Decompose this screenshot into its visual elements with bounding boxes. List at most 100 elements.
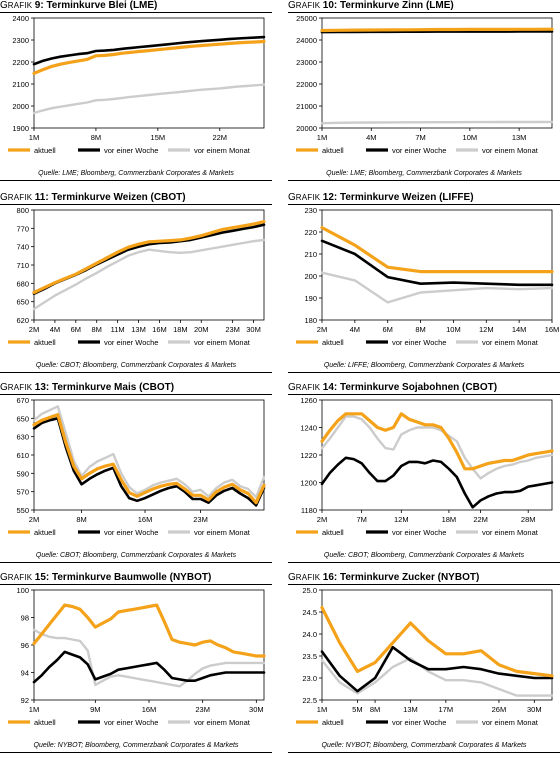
chart-panel-13: GRAFIK 13: Terminkurve Mais (CBOT) 550 570…	[0, 382, 272, 570]
x-tick-label: 6M	[71, 325, 81, 334]
source-note: Quelle: CBOT; Bloomberg, Commerzbank Cor…	[35, 552, 237, 559]
chart-title: GRAFIK 11: Terminkurve Weizen (CBOT)	[0, 192, 186, 203]
chart-panel-15: GRAFIK 15: Terminkurve Baumwolle (NYBOT)…	[0, 572, 272, 760]
legend-label: aktuell	[322, 338, 344, 347]
chart-panel-10: GRAFIK 10: Terminkurve Zinn (LME) 20000 21…	[288, 0, 560, 188]
x-tick-label: 30M	[246, 325, 261, 334]
series-line-woche	[32, 223, 266, 295]
y-tick-label: 230	[304, 206, 317, 215]
y-tick-label: 220	[304, 228, 317, 237]
y-tick-label: 650	[16, 298, 29, 307]
legend-label: aktuell	[34, 528, 56, 537]
y-tick-label: 590	[16, 469, 29, 478]
y-tick-label: 800	[16, 206, 29, 215]
title-rule	[0, 12, 272, 13]
chart-title: GRAFIK 12: Terminkurve Weizen (LIFFE)	[288, 192, 474, 203]
series-line-woche	[320, 239, 554, 287]
x-tick-label: 8M	[415, 325, 425, 334]
y-tick-label: 180	[304, 316, 317, 325]
series-line-aktuell	[32, 220, 266, 295]
x-tick-label: 26M	[492, 705, 507, 714]
legend-label: vor einem Monat	[194, 338, 251, 347]
x-tick-label: 22M	[473, 515, 488, 524]
line-chart: 1180 1200 1220 1240 1260 2M 7M 12M 18M 22M 28M aktu…	[296, 396, 554, 537]
x-tick-label: 16M	[545, 325, 560, 334]
x-tick-label: 8M	[91, 133, 101, 142]
x-tick-label: 6M	[383, 325, 393, 334]
bottom-rule	[0, 372, 272, 373]
source-note: Quelle: NYBOT; Bloomberg, Commerzbank Co…	[33, 742, 239, 749]
x-tick-label: 7M	[415, 133, 425, 142]
x-tick-label: 2M	[29, 515, 39, 524]
x-tick-label: 12M	[479, 325, 494, 334]
legend-label: aktuell	[34, 338, 56, 347]
y-tick-label: 20000	[296, 124, 317, 133]
y-tick-label: 1200	[300, 479, 317, 488]
y-tick-label: 1240	[300, 424, 317, 433]
legend-label: vor einem Monat	[482, 146, 539, 155]
legend-label: aktuell	[322, 146, 344, 155]
x-tick-label: 18M	[173, 325, 188, 334]
series-line-monat	[32, 628, 266, 688]
series-line-monat	[32, 83, 266, 115]
legend-label: vor einer Woche	[392, 528, 446, 537]
x-tick-label: 4M	[350, 325, 360, 334]
series-line-aktuell	[320, 226, 554, 274]
y-tick-label: 770	[16, 224, 29, 233]
y-tick-label: 2000	[12, 102, 29, 111]
x-tick-label: 8M	[92, 325, 102, 334]
chart-panel-9: GRAFIK 9: Terminkurve Blei (LME) 1900 2000…	[0, 0, 272, 188]
title-rule	[288, 12, 560, 13]
legend-label: vor einer Woche	[392, 338, 446, 347]
x-tick-label: 11M	[111, 325, 125, 334]
series-line-monat	[320, 120, 554, 125]
legend-label: aktuell	[322, 718, 344, 727]
source-note: Quelle: LIFFE; Bloomberg, Commerzbank Co…	[323, 362, 525, 369]
series-line-monat	[320, 415, 554, 480]
x-tick-label: 2M	[317, 325, 327, 334]
chart-title: GRAFIK 9: Terminkurve Blei (LME)	[0, 0, 158, 11]
series-line-woche	[32, 35, 266, 66]
series-line-woche	[32, 650, 266, 684]
x-tick-label: 16M	[152, 325, 167, 334]
series-line-woche	[320, 30, 554, 34]
line-chart: 550 570 590 610 630 650 670 2M 8M 16M 23M aktuell vo…	[8, 396, 266, 537]
bottom-rule	[288, 180, 560, 181]
x-tick-label: 14M	[512, 325, 527, 334]
legend-label: vor einem Monat	[482, 338, 539, 347]
y-tick-label: 210	[304, 250, 317, 259]
y-tick-label: 670	[16, 396, 29, 405]
bottom-rule	[288, 752, 560, 753]
y-tick-label: 100	[16, 586, 29, 595]
x-tick-label: 30M	[249, 705, 264, 714]
x-tick-label: 7M	[356, 515, 366, 524]
x-tick-label: 16M	[138, 515, 153, 524]
x-tick-label: 22M	[212, 133, 227, 142]
line-chart: 620 650 680 710 740 770 800 2M 4M 6M 8M 11M 13M 16M 18…	[8, 206, 266, 347]
x-tick-label: 1M	[317, 705, 327, 714]
y-tick-label: 24.5	[302, 608, 317, 617]
bottom-rule	[288, 372, 560, 373]
series-line-monat	[32, 238, 266, 311]
plot-frame	[33, 17, 265, 129]
x-tick-label: 9M	[90, 705, 100, 714]
legend-label: vor einer Woche	[104, 718, 158, 727]
y-tick-label: 94	[21, 669, 29, 678]
x-tick-label: 20M	[194, 325, 209, 334]
title-rule	[0, 204, 272, 205]
x-tick-label: 4M	[50, 325, 60, 334]
y-tick-label: 200	[304, 272, 317, 281]
x-tick-label: 10M	[463, 133, 478, 142]
chart-title: GRAFIK 10: Terminkurve Zinn (LME)	[288, 0, 454, 11]
legend-label: vor einem Monat	[194, 146, 251, 155]
y-tick-label: 2100	[12, 80, 29, 89]
chart-panel-14: GRAFIK 14: Terminkurve Sojabohnen (CBOT)…	[288, 382, 560, 570]
y-tick-label: 96	[21, 641, 29, 650]
y-tick-label: 23.0	[302, 674, 317, 683]
x-tick-label: 18M	[442, 515, 457, 524]
legend-label: vor einem Monat	[194, 718, 251, 727]
y-tick-label: 24000	[296, 36, 317, 45]
line-chart: 1900 2000 2100 2200 2300 2400 1M 8M 15M 22M aktuel…	[8, 14, 266, 155]
line-chart: 22.5 23.0 23.5 24.0 24.5 25.0 1M 5M 8M 13M 17M 26M 3…	[296, 586, 554, 727]
x-tick-label: 17M	[439, 705, 454, 714]
